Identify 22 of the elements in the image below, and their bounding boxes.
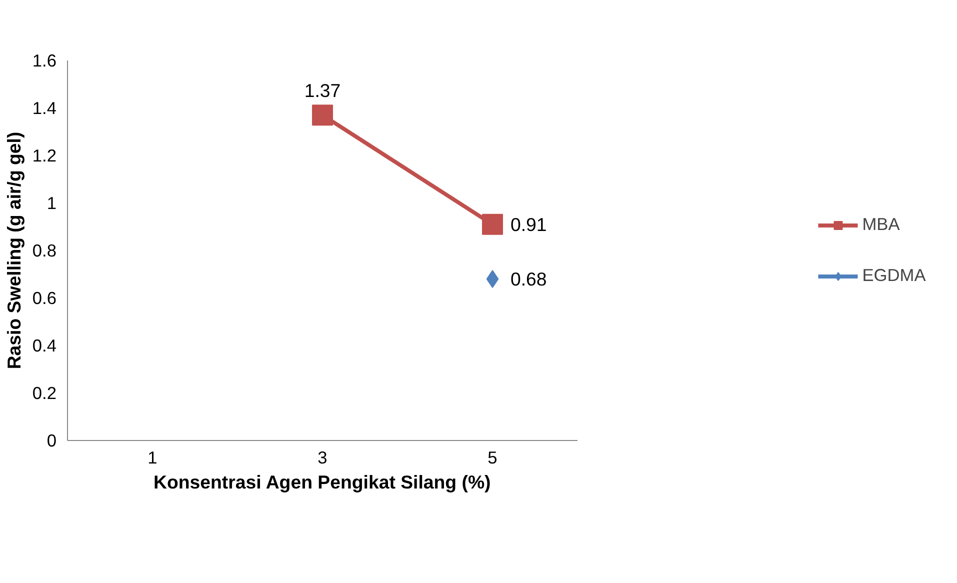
y-tick-label: 0.2 xyxy=(32,383,57,403)
point xyxy=(312,104,333,126)
point xyxy=(486,270,499,288)
data-label: 0.68 xyxy=(510,268,547,290)
data-label: 0.91 xyxy=(510,214,547,235)
data-label: 1.37 xyxy=(304,80,341,102)
y-tick-label: 0.6 xyxy=(32,288,57,308)
legend-label: MBA xyxy=(862,214,900,235)
point xyxy=(482,214,503,235)
y-tick-label: 0.4 xyxy=(32,336,57,356)
legend-label: EGDMA xyxy=(862,265,926,286)
y-axis-title: Rasio Swelling (g air/g gel) xyxy=(3,132,24,370)
x-tick-label: 3 xyxy=(318,448,328,468)
y-tick-label: 0 xyxy=(46,430,57,450)
x-tick-label: 5 xyxy=(488,448,498,468)
x-axis-title: Konsentrasi Agen Pengikat Silang (%) xyxy=(154,472,491,492)
y-tick-label: 1.2 xyxy=(32,146,57,166)
y-tick-label: 1.6 xyxy=(32,50,57,70)
x-tick-label: 1 xyxy=(148,448,158,468)
y-tick-label: 1 xyxy=(46,193,57,213)
y-tick-label: 1.4 xyxy=(32,98,57,118)
y-tick-label: 0.8 xyxy=(32,240,57,260)
